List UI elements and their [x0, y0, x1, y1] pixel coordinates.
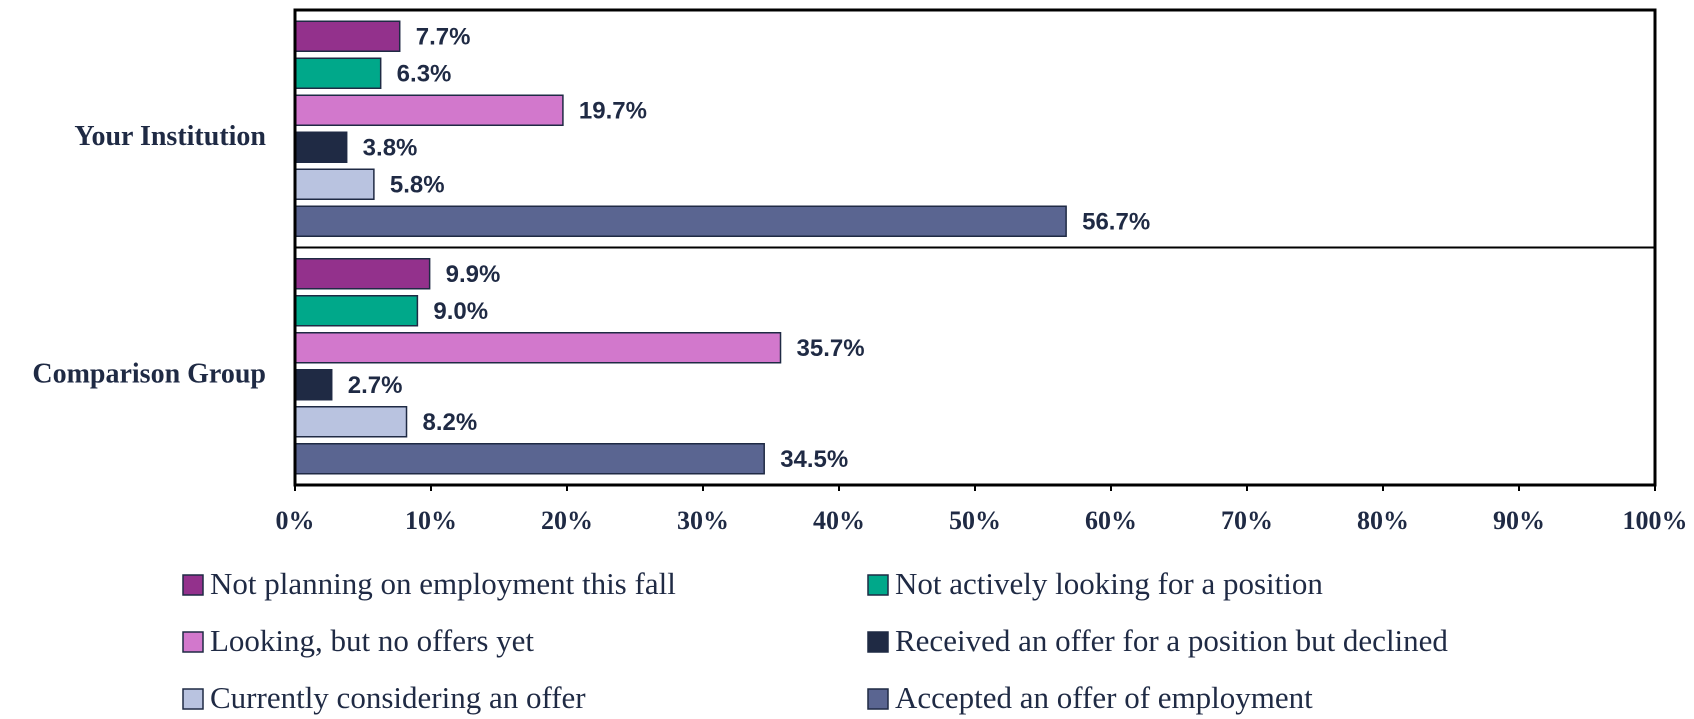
x-tick-label: 70%: [1221, 506, 1273, 535]
bar: [294, 406, 408, 438]
data-label: 35.7%: [797, 335, 865, 362]
data-label: 6.3%: [397, 61, 452, 88]
legend-label: Received an offer for a position but dec…: [895, 623, 1448, 658]
category-label: Comparison Group: [32, 359, 266, 390]
x-tick-label: 50%: [949, 506, 1001, 535]
bar: [294, 443, 765, 475]
x-tick-label: 80%: [1357, 506, 1409, 535]
legend-swatch: [182, 574, 204, 596]
legend-swatch: [867, 688, 889, 710]
data-label: 19.7%: [579, 98, 647, 125]
data-label: 9.9%: [446, 261, 501, 288]
x-tick-label: 100%: [1623, 506, 1688, 535]
bar: [294, 20, 401, 52]
x-tick-label: 0%: [276, 506, 315, 535]
bar: [294, 168, 375, 200]
legend-label: Accepted an offer of employment: [895, 680, 1313, 715]
data-label: 3.8%: [363, 135, 418, 162]
bar: [294, 295, 419, 327]
plot-frame: [293, 8, 1657, 487]
bar: [294, 332, 782, 364]
bar: [294, 57, 382, 89]
legend-swatch: [182, 688, 204, 710]
x-tick-label: 20%: [541, 506, 593, 535]
x-tick-label: 10%: [405, 506, 457, 535]
x-tick-label: 60%: [1085, 506, 1137, 535]
category-label: Your Institution: [74, 121, 266, 152]
x-tick-label: 30%: [677, 506, 729, 535]
x-tick-label: 90%: [1493, 506, 1545, 535]
bar: [294, 94, 564, 126]
data-label: 56.7%: [1082, 209, 1150, 236]
bar: [294, 258, 431, 290]
data-label: 2.7%: [348, 372, 403, 399]
legend-swatch: [867, 574, 889, 596]
legend-swatch: [867, 631, 889, 653]
legend-label: Currently considering an offer: [210, 680, 586, 715]
legend-label: Not actively looking for a position: [895, 566, 1323, 601]
data-label: 5.8%: [390, 172, 445, 199]
bar: [294, 205, 1067, 237]
legend-label: Not planning on employment this fall: [210, 566, 676, 601]
data-label: 9.0%: [433, 298, 488, 325]
legend-swatch: [182, 631, 204, 653]
data-label: 34.5%: [780, 446, 848, 473]
data-label: 8.2%: [423, 409, 478, 436]
legend-label: Looking, but no offers yet: [210, 623, 534, 658]
bar: [294, 369, 333, 401]
bar: [294, 131, 348, 163]
data-label: 7.7%: [416, 24, 471, 51]
x-tick-label: 40%: [813, 506, 865, 535]
